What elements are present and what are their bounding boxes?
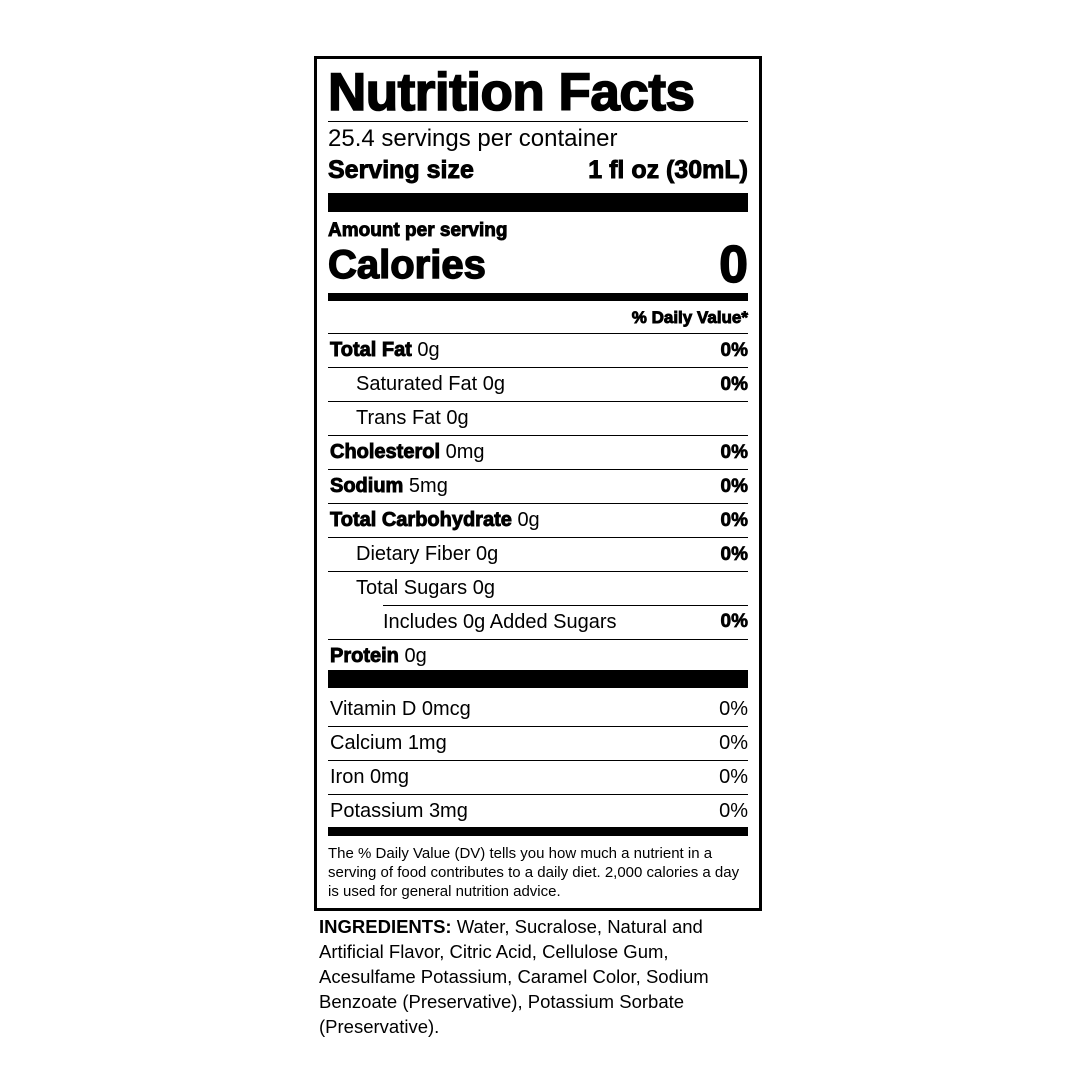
label-title: Nutrition Facts [327, 62, 696, 123]
daily-value-header: % Daily Value* [631, 308, 748, 328]
thick-divider [328, 193, 748, 212]
nutrient-name: Total Sugars [356, 577, 468, 599]
nutrient-daily-value: 0% [720, 339, 748, 361]
nutrient-label: Sodium 5mg [328, 475, 448, 498]
vitamin-row: Iron 0mg 0% [328, 760, 748, 794]
vitamin-label: Vitamin D 0mcg [328, 698, 471, 721]
nutrient-label: Includes 0g Added Sugars [328, 611, 617, 634]
nutrient-row: Total Sugars 0g [328, 571, 748, 605]
vitamin-row: Potassium 3mg 0% [328, 794, 748, 828]
serving-size-label: Serving size [328, 156, 475, 185]
vitamin-amount: 3mg [428, 800, 468, 822]
nutrient-amount: 0g [482, 373, 505, 395]
nutrient-name: Protein [330, 645, 400, 668]
vitamin-name: Vitamin D [330, 697, 417, 720]
amount-per-serving: Amount per serving [328, 220, 508, 242]
nutrient-amount: 0g [472, 577, 495, 599]
nutrient-name: Trans Fat [356, 407, 441, 429]
nutrient-amount: 0g [417, 339, 440, 361]
nutrient-daily-value: 0% [720, 611, 748, 633]
nutrient-amount: 0mg [445, 441, 485, 463]
vitamin-daily-value: 0% [719, 697, 748, 720]
nutrient-amount: 0g [446, 407, 469, 429]
nutrient-daily-value: 0% [720, 509, 748, 531]
footnote: The % Daily Value (DV) tells you how muc… [328, 845, 740, 900]
thick-divider [328, 670, 748, 688]
nutrient-row: Total Fat 0g 0% [328, 333, 748, 367]
nutrient-label: Protein 0g [328, 645, 427, 668]
nutrient-name: Sodium [330, 475, 404, 498]
vitamin-name: Potassium [330, 800, 424, 822]
nutrient-label: Total Sugars 0g [328, 577, 495, 600]
vitamin-daily-value: 0% [719, 732, 748, 754]
vitamin-daily-value: 0% [719, 766, 748, 788]
nutrient-row: Saturated Fat 0g 0% [328, 367, 748, 401]
nutrient-daily-value: 0% [720, 441, 748, 463]
nutrient-label: Cholesterol 0mg [328, 441, 485, 464]
nutrient-name: Cholesterol [330, 441, 441, 464]
vitamin-name: Iron [330, 766, 365, 788]
medium-divider [328, 827, 748, 836]
nutrient-name: Dietary Fiber [356, 543, 471, 565]
nutrition-facts-label: Nutrition Facts 25.4 servings per contai… [314, 56, 762, 911]
nutrient-daily-value: 0% [720, 543, 748, 565]
servings-per-container: 25.4 servings per container [328, 125, 618, 152]
vitamin-name: Calcium [330, 732, 403, 754]
calories-label: Calories [327, 242, 486, 287]
calories-value: 0 [718, 236, 748, 294]
vitamin-label: Iron 0mg [328, 766, 409, 789]
nutrient-name: Total Carbohydrate [330, 509, 513, 532]
nutrient-name: Saturated Fat [356, 373, 478, 395]
nutrient-label: Dietary Fiber 0g [328, 543, 498, 566]
nutrient-amount: 0g [404, 645, 427, 667]
nutrient-label: Total Fat 0g [328, 339, 440, 362]
vitamin-row: Vitamin D 0mcg 0% [328, 692, 748, 726]
serving-size: Serving size 1 fl oz (30mL) [328, 155, 749, 185]
vitamin-amount: 0mg [370, 766, 409, 788]
nutrient-label: Trans Fat 0g [328, 407, 469, 430]
nutrient-row: Cholesterol 0mg 0% [328, 435, 748, 469]
nutrient-row: Includes 0g Added Sugars 0% [328, 605, 748, 639]
nutrient-amount: 0g [476, 543, 499, 565]
nutrient-row: Sodium 5mg 0% [328, 469, 748, 503]
vitamin-label: Potassium 3mg [328, 800, 468, 823]
nutrient-row: Protein 0g [328, 639, 748, 673]
nutrient-name: Total Fat [330, 339, 413, 362]
nutrient-row: Total Carbohydrate 0g 0% [328, 503, 748, 537]
vitamin-row: Calcium 1mg 0% [328, 726, 748, 760]
ingredients-label: INGREDIENTS: [319, 916, 452, 937]
nutrient-amount: 0g [517, 509, 540, 531]
ingredients: INGREDIENTS: Water, Sucralose, Natural a… [319, 914, 769, 1039]
nutrient-amount: 5mg [408, 475, 448, 497]
vitamin-amount: 1mg [407, 732, 447, 754]
nutrient-label: Total Carbohydrate 0g [328, 509, 540, 532]
nutrient-name: Includes 0g Added Sugars [383, 610, 617, 633]
serving-size-value: 1 fl oz (30mL) [588, 156, 749, 185]
nutrient-row: Trans Fat 0g [328, 401, 748, 435]
vitamin-daily-value: 0% [719, 800, 748, 822]
ingredients-text: Water, Sucralose, Natural and Artificial… [319, 916, 709, 1037]
nutrient-daily-value: 0% [720, 475, 748, 497]
vitamin-label: Calcium 1mg [328, 732, 447, 755]
nutrient-row: Dietary Fiber 0g 0% [328, 537, 748, 571]
medium-divider [328, 293, 748, 301]
divider [328, 121, 748, 122]
calories-row: Calories 0 [327, 236, 748, 294]
vitamin-amount: 0mcg [421, 697, 471, 720]
nutrient-daily-value: 0% [720, 373, 748, 395]
nutrient-label: Saturated Fat 0g [328, 373, 505, 396]
